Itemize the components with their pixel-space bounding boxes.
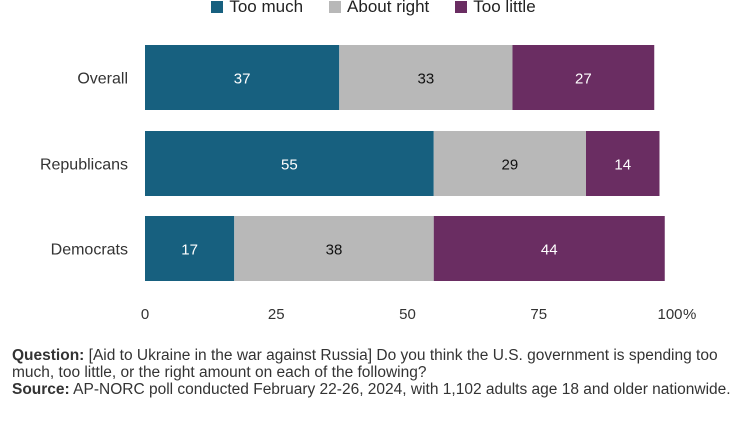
category-label-democrats: Democrats bbox=[51, 242, 128, 259]
source-text: AP-NORC poll conducted February 22-26, 2… bbox=[69, 381, 731, 398]
bar-republicans-too-little bbox=[586, 131, 660, 196]
category-label-republicans: Republicans bbox=[40, 157, 128, 174]
question-label: Question: bbox=[12, 347, 85, 364]
source-label: Source: bbox=[12, 381, 70, 398]
legend-label-too-little: Too little bbox=[473, 0, 536, 16]
x-tick-label-25: 25 bbox=[268, 306, 285, 323]
bar-overall-too-little bbox=[512, 45, 655, 110]
x-tick-label-100: 100 bbox=[657, 306, 682, 323]
legend-label-too-much: Too much bbox=[229, 0, 304, 16]
legend-swatch-too-much bbox=[211, 1, 224, 13]
legend-item-about-right: About right bbox=[329, 0, 429, 17]
bar-democrats-too-much bbox=[145, 216, 235, 281]
data-label-overall-too-little: 27 bbox=[575, 71, 592, 88]
x-tick-label-50: 50 bbox=[399, 306, 416, 323]
bar-overall-too-much bbox=[145, 45, 340, 110]
data-label-democrats-too-little: 44 bbox=[541, 242, 558, 259]
legend-swatch-too-little bbox=[455, 1, 468, 13]
stacked-bar-chart: Overall 37 33 27 Republicans 55 29 14 Democrats 1… bbox=[40, 45, 696, 323]
legend-item-too-little: Too little bbox=[455, 0, 536, 17]
data-label-democrats-too-much: 17 bbox=[181, 242, 198, 259]
data-label-republicans-too-little: 14 bbox=[614, 157, 631, 174]
data-label-overall-about-right: 33 bbox=[418, 71, 435, 88]
question-text: [Aid to Ukraine in the war against Russi… bbox=[12, 347, 718, 381]
legend-label-about-right: About right bbox=[347, 0, 430, 16]
x-tick-label-0: 0 bbox=[141, 306, 149, 323]
bar-overall-about-right bbox=[339, 45, 513, 110]
data-label-republicans-about-right: 29 bbox=[502, 157, 519, 174]
legend-item-too-much: Too much bbox=[211, 0, 303, 17]
source-note: Source: AP-NORC poll conducted February … bbox=[12, 381, 740, 398]
data-label-overall-too-much: 37 bbox=[234, 71, 251, 88]
category-label-overall: Overall bbox=[77, 71, 128, 88]
bar-republicans-too-much bbox=[145, 131, 434, 196]
x-axis-unit: % bbox=[683, 306, 696, 323]
bar-democrats-about-right bbox=[234, 216, 434, 281]
data-label-democrats-about-right: 38 bbox=[326, 242, 343, 259]
legend-swatch-about-right bbox=[329, 1, 342, 13]
bar-democrats-too-little bbox=[433, 216, 665, 281]
question-note: Question: [Aid to Ukraine in the war aga… bbox=[12, 347, 740, 381]
chart-notes: Question: [Aid to Ukraine in the war aga… bbox=[12, 347, 740, 398]
chart-legend: Too much About right Too little bbox=[0, 0, 747, 17]
data-label-republicans-too-much: 55 bbox=[281, 157, 298, 174]
bar-republicans-about-right bbox=[433, 131, 586, 196]
x-tick-label-75: 75 bbox=[530, 306, 547, 323]
